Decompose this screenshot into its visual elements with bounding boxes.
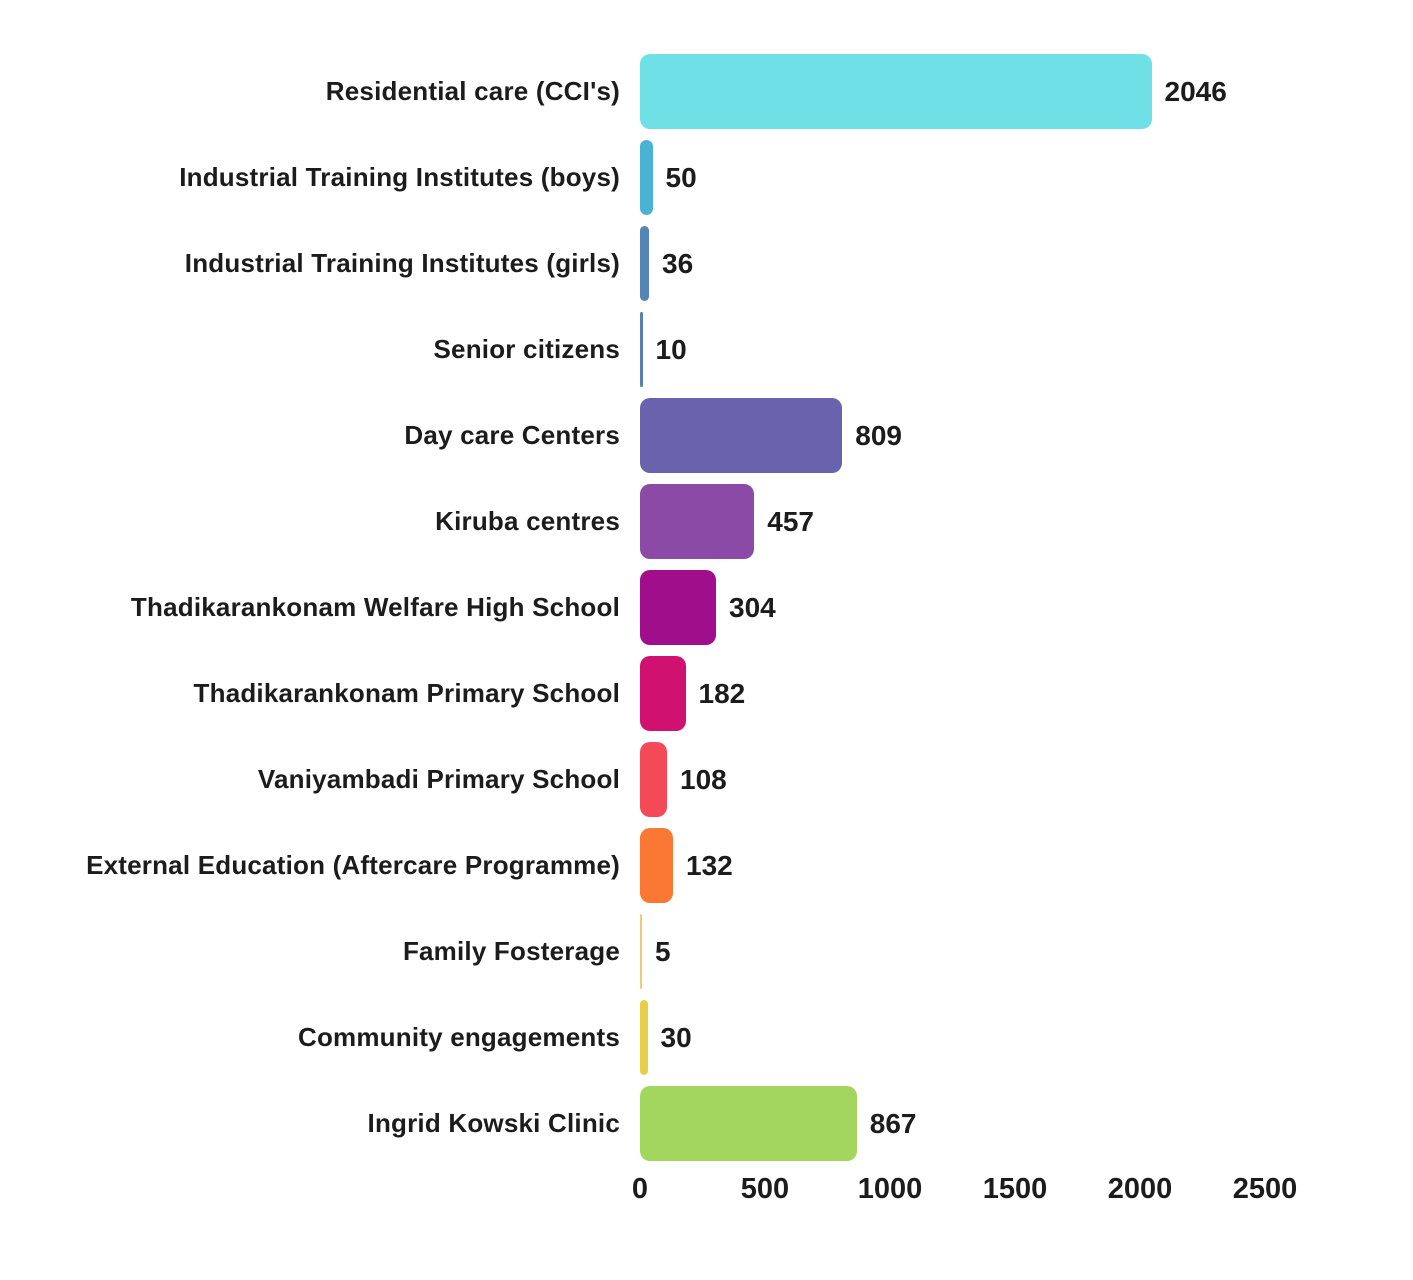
category-label: External Education (Aftercare Programme) bbox=[86, 850, 620, 881]
value-label: 108 bbox=[680, 763, 727, 795]
category-label: Thadikarankonam Welfare High School bbox=[130, 592, 620, 623]
category-label: Industrial Training Institutes (girls) bbox=[184, 248, 620, 279]
category-label: Industrial Training Institutes (boys) bbox=[179, 162, 620, 193]
chart-row: Thadikarankonam Primary School 182 bbox=[0, 656, 1413, 731]
bar-track: 809 bbox=[640, 398, 1413, 473]
x-axis-tick: 1000 bbox=[857, 1173, 923, 1205]
bar bbox=[640, 312, 643, 387]
chart-row: Industrial Training Institutes (boys) 50 bbox=[0, 140, 1413, 215]
category-label: Senior citizens bbox=[433, 334, 620, 365]
bar bbox=[640, 742, 667, 817]
chart-row: Industrial Training Institutes (girls) 36 bbox=[0, 226, 1413, 301]
bar-track: 457 bbox=[640, 484, 1413, 559]
x-axis-tick: 2500 bbox=[1232, 1173, 1298, 1205]
category-label: Day care Centers bbox=[404, 420, 620, 451]
value-label: 30 bbox=[660, 1021, 692, 1053]
bar-track: 36 bbox=[640, 226, 1413, 301]
bar-track: 867 bbox=[640, 1086, 1413, 1161]
chart-row: Day care Centers 809 bbox=[0, 398, 1413, 473]
value-label: 867 bbox=[869, 1107, 917, 1139]
bar-track: 50 bbox=[640, 140, 1413, 215]
chart-row: Senior citizens 10 bbox=[0, 312, 1413, 387]
value-label: 36 bbox=[662, 247, 694, 279]
chart-row: Kiruba centres 457 bbox=[0, 484, 1413, 559]
category-label: Vaniyambadi Primary School bbox=[257, 764, 620, 795]
bar bbox=[640, 54, 1152, 129]
value-label: 10 bbox=[655, 333, 687, 365]
category-label: Community engagements bbox=[297, 1022, 620, 1053]
bar bbox=[640, 570, 716, 645]
value-label: 809 bbox=[855, 419, 902, 451]
bar-track: 10 bbox=[640, 312, 1413, 387]
chart-row: Ingrid Kowski Clinic 867 bbox=[0, 1086, 1413, 1161]
x-axis-tick: 500 bbox=[740, 1173, 790, 1205]
bar-track: 30 bbox=[640, 1000, 1413, 1075]
chart-row: Family Fosterage 5 bbox=[0, 914, 1413, 989]
value-label: 5 bbox=[655, 935, 671, 967]
bar-track: 132 bbox=[640, 828, 1413, 903]
value-label: 304 bbox=[729, 591, 776, 623]
bar-track: 108 bbox=[640, 742, 1413, 817]
bar bbox=[640, 1000, 648, 1075]
bar-track: 5 bbox=[640, 914, 1413, 989]
bar bbox=[640, 656, 686, 731]
bar-track: 2046 bbox=[640, 54, 1413, 129]
value-label: 132 bbox=[686, 849, 733, 881]
value-label: 182 bbox=[698, 677, 746, 709]
bar-track: 304 bbox=[640, 570, 1413, 645]
bar bbox=[640, 484, 755, 559]
value-label: 50 bbox=[665, 161, 697, 193]
category-label: Residential care (CCI's) bbox=[325, 76, 620, 107]
x-axis-tick: 2000 bbox=[1107, 1173, 1173, 1205]
x-axis-tick: 1500 bbox=[982, 1173, 1048, 1205]
chart-rows: Residential care (CCI's) 2046 Industrial T… bbox=[0, 54, 1413, 1161]
value-label: 457 bbox=[767, 505, 814, 537]
bar bbox=[640, 1086, 857, 1161]
category-label: Ingrid Kowski Clinic bbox=[367, 1108, 620, 1139]
bar-track: 182 bbox=[640, 656, 1413, 731]
chart-row: Community engagements 30 bbox=[0, 1000, 1413, 1075]
x-axis-tick: 0 bbox=[631, 1173, 649, 1205]
bar bbox=[640, 828, 673, 903]
bar bbox=[640, 226, 649, 301]
bar bbox=[640, 140, 653, 215]
bar bbox=[640, 398, 843, 473]
chart-row: Residential care (CCI's) 2046 bbox=[0, 54, 1413, 129]
category-label: Thadikarankonam Primary School bbox=[193, 678, 620, 709]
category-label: Family Fosterage bbox=[402, 936, 620, 967]
bar bbox=[640, 914, 642, 989]
category-label: Kiruba centres bbox=[435, 506, 620, 537]
value-label: 2046 bbox=[1164, 75, 1227, 107]
chart-row: External Education (Aftercare Programme)… bbox=[0, 828, 1413, 903]
x-axis: 0 500 1000 1500 2000 2500 bbox=[0, 1173, 1413, 1215]
chart-row: Thadikarankonam Welfare High School 304 bbox=[0, 570, 1413, 645]
chart-row: Vaniyambadi Primary School 108 bbox=[0, 742, 1413, 817]
